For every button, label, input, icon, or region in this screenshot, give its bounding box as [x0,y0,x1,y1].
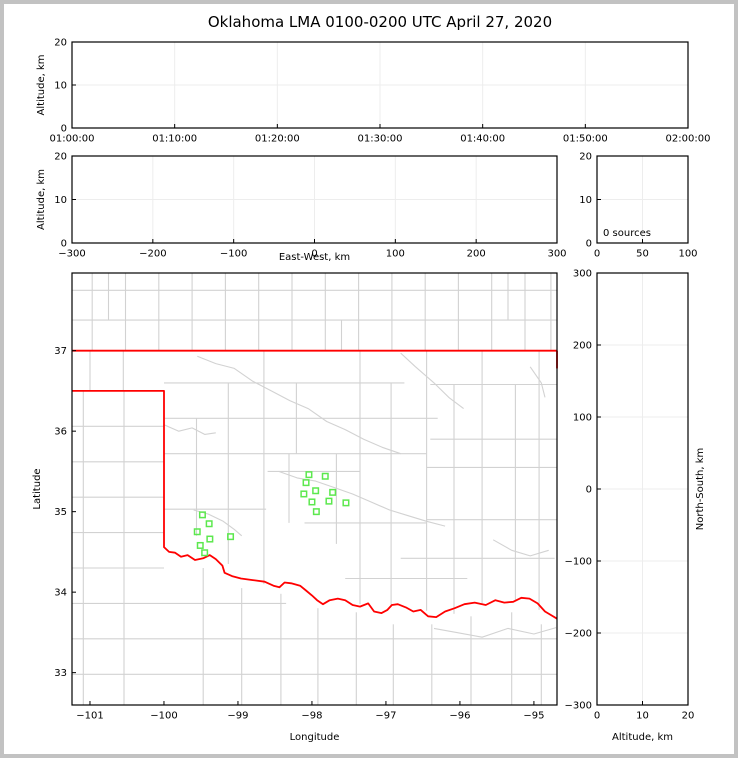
panel-ew-height: −300 −200 −100 0 100 200 300 0 10 20 East-West, km… [36,152,567,264]
x-tick-label: 300 [547,249,566,260]
y-tick-label: 0 [586,239,592,250]
x-tick-label: −200 [139,249,166,260]
oklahoma-state-border [72,349,558,620]
y-tick-label: 300 [573,269,592,280]
y-tick-label: 200 [573,341,592,352]
station-marker [312,508,320,516]
station-marker [227,533,235,541]
y-tick-label: 0 [61,239,67,250]
panel-time-height: 01:00:00 01:10:00 01:20:00 01:30:00 01:40:00… [36,38,710,145]
x-tick-label: 0 [594,249,600,260]
y-tick-label: 0 [586,485,592,496]
y-tick-label: 20 [579,152,592,163]
x-tick-label: 01:50:00 [563,134,608,145]
x-tick-label: −98 [301,711,322,722]
station-marker [305,471,313,479]
x-tick-label: 01:00:00 [50,134,95,145]
lma-station-markers [193,471,350,557]
y-axis-label-right: North-South, km [695,448,706,531]
axes-frame [71,272,558,706]
x-tick-label: 10 [636,711,649,722]
x-tick-label: 50 [636,249,649,260]
panel-ns-height: 0 10 20 −300 −200 −100 0 100 200 300 Altitude, km N… [565,269,706,744]
station-marker [321,472,329,480]
x-tick-label: 01:10:00 [152,134,197,145]
x-tick-label: 20 [682,711,695,722]
x-tick-label: −100 [150,711,177,722]
source-count-annotation: 0 sources [603,228,651,239]
x-tick-label: 02:00:00 [666,134,711,145]
y-tick-label: −100 [565,557,592,568]
station-marker [198,511,206,519]
station-marker [196,541,204,549]
x-tick-label: 0 [311,249,317,260]
y-tick-label: 10 [579,195,592,206]
x-tick-label: 01:20:00 [255,134,300,145]
station-marker [342,499,350,507]
x-tick-label: −100 [220,249,247,260]
panel-height-histogram: 0 50 100 0 10 20 0 sources [579,152,697,260]
y-tick-label: 100 [573,413,592,424]
y-tick-label: −200 [565,629,592,640]
x-tick-label: 100 [678,249,697,260]
y-tick-label: 0 [61,124,67,135]
figure-title: Oklahoma LMA 0100-0200 UTC April 27, 202… [207,13,553,31]
station-marker [312,487,320,495]
y-tick-label: 10 [54,81,67,92]
station-marker [302,479,310,487]
x-tick-label: −97 [375,711,396,722]
y-axis-label: Latitude [32,468,43,509]
x-tick-label: 01:30:00 [358,134,403,145]
y-tick-label: 20 [54,152,67,163]
y-tick-label: 37 [54,346,67,357]
y-tick-label: 35 [54,507,67,518]
x-tick-label: 01:40:00 [460,134,505,145]
station-marker [201,549,209,557]
y-tick-label: 20 [54,38,67,49]
y-axis-label: Altitude, km [36,55,47,116]
x-tick-label: −101 [76,711,103,722]
panel-plan-map: −101 −100 −99 −98 −97 −96 −95 33 34 35 36 37 Longitu… [32,272,558,743]
station-marker [193,528,201,536]
x-tick-label: 100 [386,249,405,260]
y-tick-label: 36 [54,427,67,438]
y-tick-label: 34 [54,588,67,599]
x-tick-label: 0 [594,711,600,722]
x-axis-label: Longitude [290,732,340,743]
x-tick-label: 200 [467,249,486,260]
x-tick-label: −99 [227,711,248,722]
station-marker [308,498,316,506]
station-marker [329,488,337,496]
y-tick-label: 33 [54,668,67,679]
x-axis-label: East-West, km [279,252,350,263]
x-tick-label: −96 [449,711,470,722]
x-tick-label: −300 [58,249,85,260]
station-marker [205,520,213,528]
y-tick-label: 10 [54,195,67,206]
y-tick-label: −300 [565,701,592,712]
station-marker [206,535,214,543]
x-axis-label: Altitude, km [612,732,673,743]
station-marker [300,490,308,498]
y-axis-label: Altitude, km [36,169,47,230]
x-tick-label: −95 [523,711,544,722]
station-marker [325,497,333,505]
